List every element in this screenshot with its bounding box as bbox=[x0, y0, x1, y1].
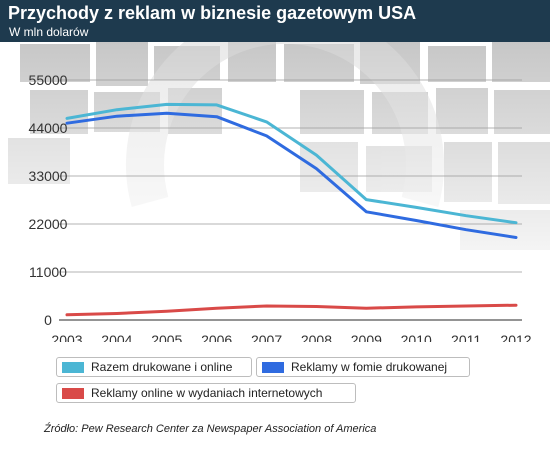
legend-item-online: Reklamy online w wydaniach internetowych bbox=[56, 383, 356, 403]
series-line-print bbox=[65, 111, 518, 239]
chart-subtitle: W mln dolarów bbox=[9, 25, 89, 39]
chart-title: Przychody z reklam w biznesie gazetowym … bbox=[8, 3, 417, 23]
y-tick-label: 0 bbox=[44, 312, 52, 328]
x-tick-label: 2005 bbox=[151, 332, 182, 342]
x-tick-label: 2010 bbox=[401, 332, 432, 342]
x-tick-label: 2008 bbox=[301, 332, 332, 342]
legend-label-print: Reklamy w fomie drukowanej bbox=[291, 360, 448, 374]
x-tick-label: 2006 bbox=[201, 332, 232, 342]
legend-swatch-total bbox=[62, 361, 84, 373]
legend-swatch-online bbox=[62, 387, 84, 399]
chart-header: Przychody z reklam w biznesie gazetowym … bbox=[0, 0, 550, 42]
series-line-online bbox=[65, 303, 518, 317]
x-tick-label: 2011 bbox=[451, 332, 481, 342]
legend-swatch-print bbox=[262, 361, 284, 373]
newsstand-background-image bbox=[0, 42, 550, 332]
y-tick-label: 11000 bbox=[29, 264, 67, 280]
x-tick-label: 2004 bbox=[101, 332, 132, 342]
legend-label-total: Razem drukowane i online bbox=[91, 360, 233, 374]
legend-item-total: Razem drukowane i online bbox=[56, 357, 252, 377]
source-note: Źródło: Pew Research Center za Newspaper… bbox=[44, 423, 377, 435]
legend-item-print: Reklamy w fomie drukowanej bbox=[256, 357, 470, 377]
y-tick-label: 55000 bbox=[29, 72, 68, 88]
y-tick-label: 44000 bbox=[29, 120, 68, 136]
x-tick-label: 2003 bbox=[51, 332, 82, 342]
line-chart: 0 11000 22000 33000 44000 55000 2003 2004 2005 2… bbox=[29, 72, 532, 342]
x-tick-label: 2012 bbox=[500, 332, 531, 342]
y-tick-label: 33000 bbox=[29, 168, 68, 184]
series-line-total bbox=[65, 102, 518, 225]
legend-label-online: Reklamy online w wydaniach internetowych bbox=[91, 386, 323, 400]
x-tick-label: 2007 bbox=[251, 332, 282, 342]
y-tick-label: 22000 bbox=[29, 216, 68, 232]
x-tick-label: 2009 bbox=[351, 332, 382, 342]
